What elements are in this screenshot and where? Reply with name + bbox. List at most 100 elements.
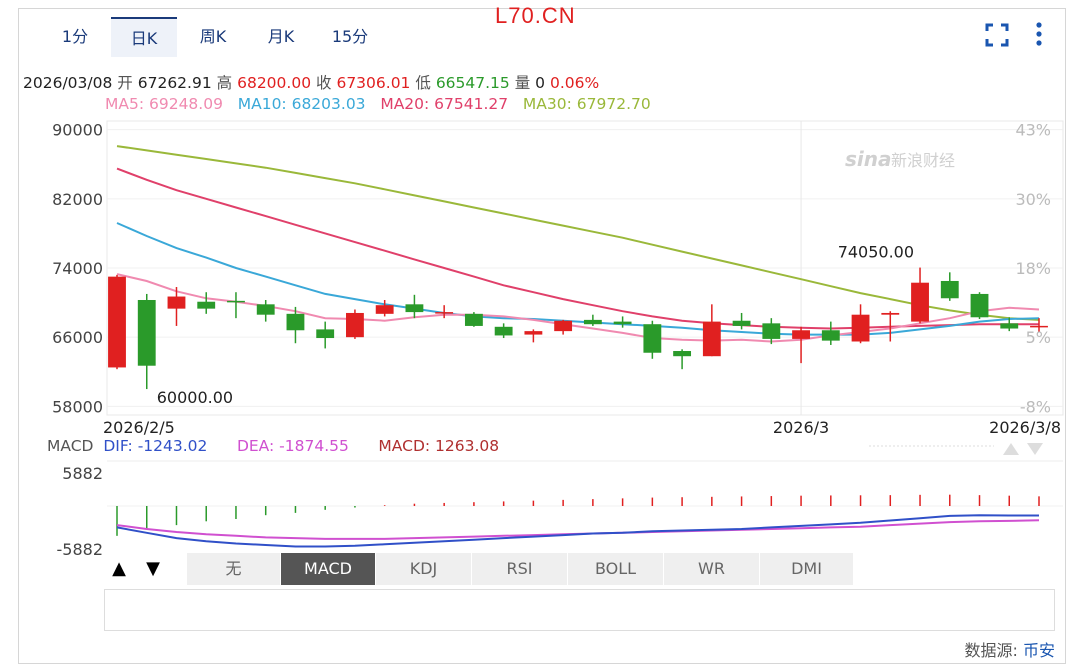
candle [613,316,632,328]
scroll-up-button[interactable]: ▲ [112,558,126,579]
tab-15min[interactable]: 15分 [331,27,369,46]
ma20-legend: MA20: 67541.27 [380,95,509,113]
macd-tick-bottom: -5882 [57,540,104,559]
x-label-end: 2026/3/8 [989,418,1061,437]
dif-line [116,514,1039,548]
candle [375,299,394,317]
candle [821,321,840,345]
macd-tick-top: 5882 [62,464,103,483]
candle [554,319,573,335]
svg-text:新浪财经: 新浪财经 [891,151,955,170]
ma30-line [116,145,1040,321]
candle-body [702,321,721,357]
ma30-legend: MA30: 67972.70 [522,95,651,113]
candle [792,326,810,364]
candle [346,309,364,339]
tab-1min[interactable]: 1分 [61,27,89,46]
candle [732,312,751,330]
candle-body [881,312,900,315]
candle [911,267,929,324]
candle [167,287,186,326]
candle-body [227,300,245,303]
time-navigator[interactable] [104,589,1055,631]
scroll-down-button[interactable]: ▼ [146,558,160,579]
y-tick-label: 74000 [52,259,103,278]
indicator-none[interactable]: 无 [187,553,281,585]
x-label-month: 2026/3 [773,418,829,437]
indicator-dmi[interactable]: DMI [760,553,854,585]
y-tick-label: 58000 [52,397,103,416]
ohlc-date: 2026/03/08 [23,74,113,92]
candle [1000,317,1019,332]
ma20-line [116,167,1039,330]
candle-body [643,324,662,353]
ma-legend: MA5: 69248.09 MA10: 68203.03 MA20: 67541… [105,95,651,113]
indicator-toolbar: ▲ ▼ 无 MACD KDJ RSI BOLL WR DMI [104,553,854,585]
min-annotation: 60000.00 [157,388,233,407]
pct-tick-label: -8% [1020,397,1051,416]
dif-legend: DIF: -1243.02 [103,437,208,455]
more-options-icon[interactable] [1033,21,1045,49]
candle-body [256,304,275,315]
candle-body [970,293,989,318]
candle-body [613,321,632,325]
close-label: 收 [316,74,332,92]
candle-body [286,313,305,331]
scroll-up-hint-icon [1003,443,1019,455]
indicator-kdj[interactable]: KDJ [376,553,472,585]
high-label: 高 [216,74,233,92]
max-annotation: 74050.00 [838,243,914,262]
dea-line [116,519,1040,540]
source-label: 数据源: [964,641,1018,660]
sina-finance-logo: sina 新浪财经 [845,147,955,171]
close-value: 67306.01 [336,74,411,92]
watermark-text: L70.CN [495,3,576,28]
candle [643,320,662,359]
candle [405,294,424,319]
volume-value: 0 [535,74,546,92]
candle-body [732,320,751,326]
period-tabs: 1分 日K 周K 月K 15分 [19,9,1065,59]
indicator-rsi[interactable]: RSI [472,553,568,585]
candle-body [197,301,216,309]
candle [762,318,781,345]
candle [286,306,305,344]
candle-body [167,296,186,309]
candle-body [940,280,959,299]
data-source: 数据源: 币安 [964,637,1055,661]
candle-body [792,330,810,339]
candle [197,292,216,314]
candle-body [762,323,781,339]
y-tick-label: 82000 [52,190,103,209]
candle [1030,318,1048,333]
tab-weekly-k[interactable]: 周K [199,27,227,46]
candle-body [108,276,126,368]
ma5-legend: MA5: 69248.09 [105,95,223,113]
indicator-wr[interactable]: WR [664,553,760,585]
candle [881,311,900,342]
candle [851,304,870,344]
open-value: 67262.91 [137,74,212,92]
fullscreen-icon[interactable] [985,23,1009,47]
indicator-boll[interactable]: BOLL [568,553,664,585]
volume-label: 量 [514,74,531,92]
source-link[interactable]: 币安 [1022,641,1055,660]
tab-daily-k[interactable]: 日K [111,17,177,57]
indicator-macd[interactable]: MACD [281,553,376,585]
candle [583,314,602,326]
candle [435,305,454,319]
pct-tick-label: 18% [1015,259,1051,278]
candle-body [494,326,513,336]
pct-tick-label: 5% [1026,328,1051,347]
tab-monthly-k[interactable]: 月K [267,27,295,46]
candle [702,304,721,357]
open-label: 开 [117,74,133,92]
candle [256,299,275,322]
candle-body [673,351,692,357]
macd-value-legend: MACD: 1263.08 [378,437,500,455]
pct-tick-label: 30% [1015,190,1051,209]
x-label-start: 2026/2/5 [103,418,175,437]
candle [316,321,335,349]
candle [137,293,156,390]
ma10-line [116,222,1040,336]
